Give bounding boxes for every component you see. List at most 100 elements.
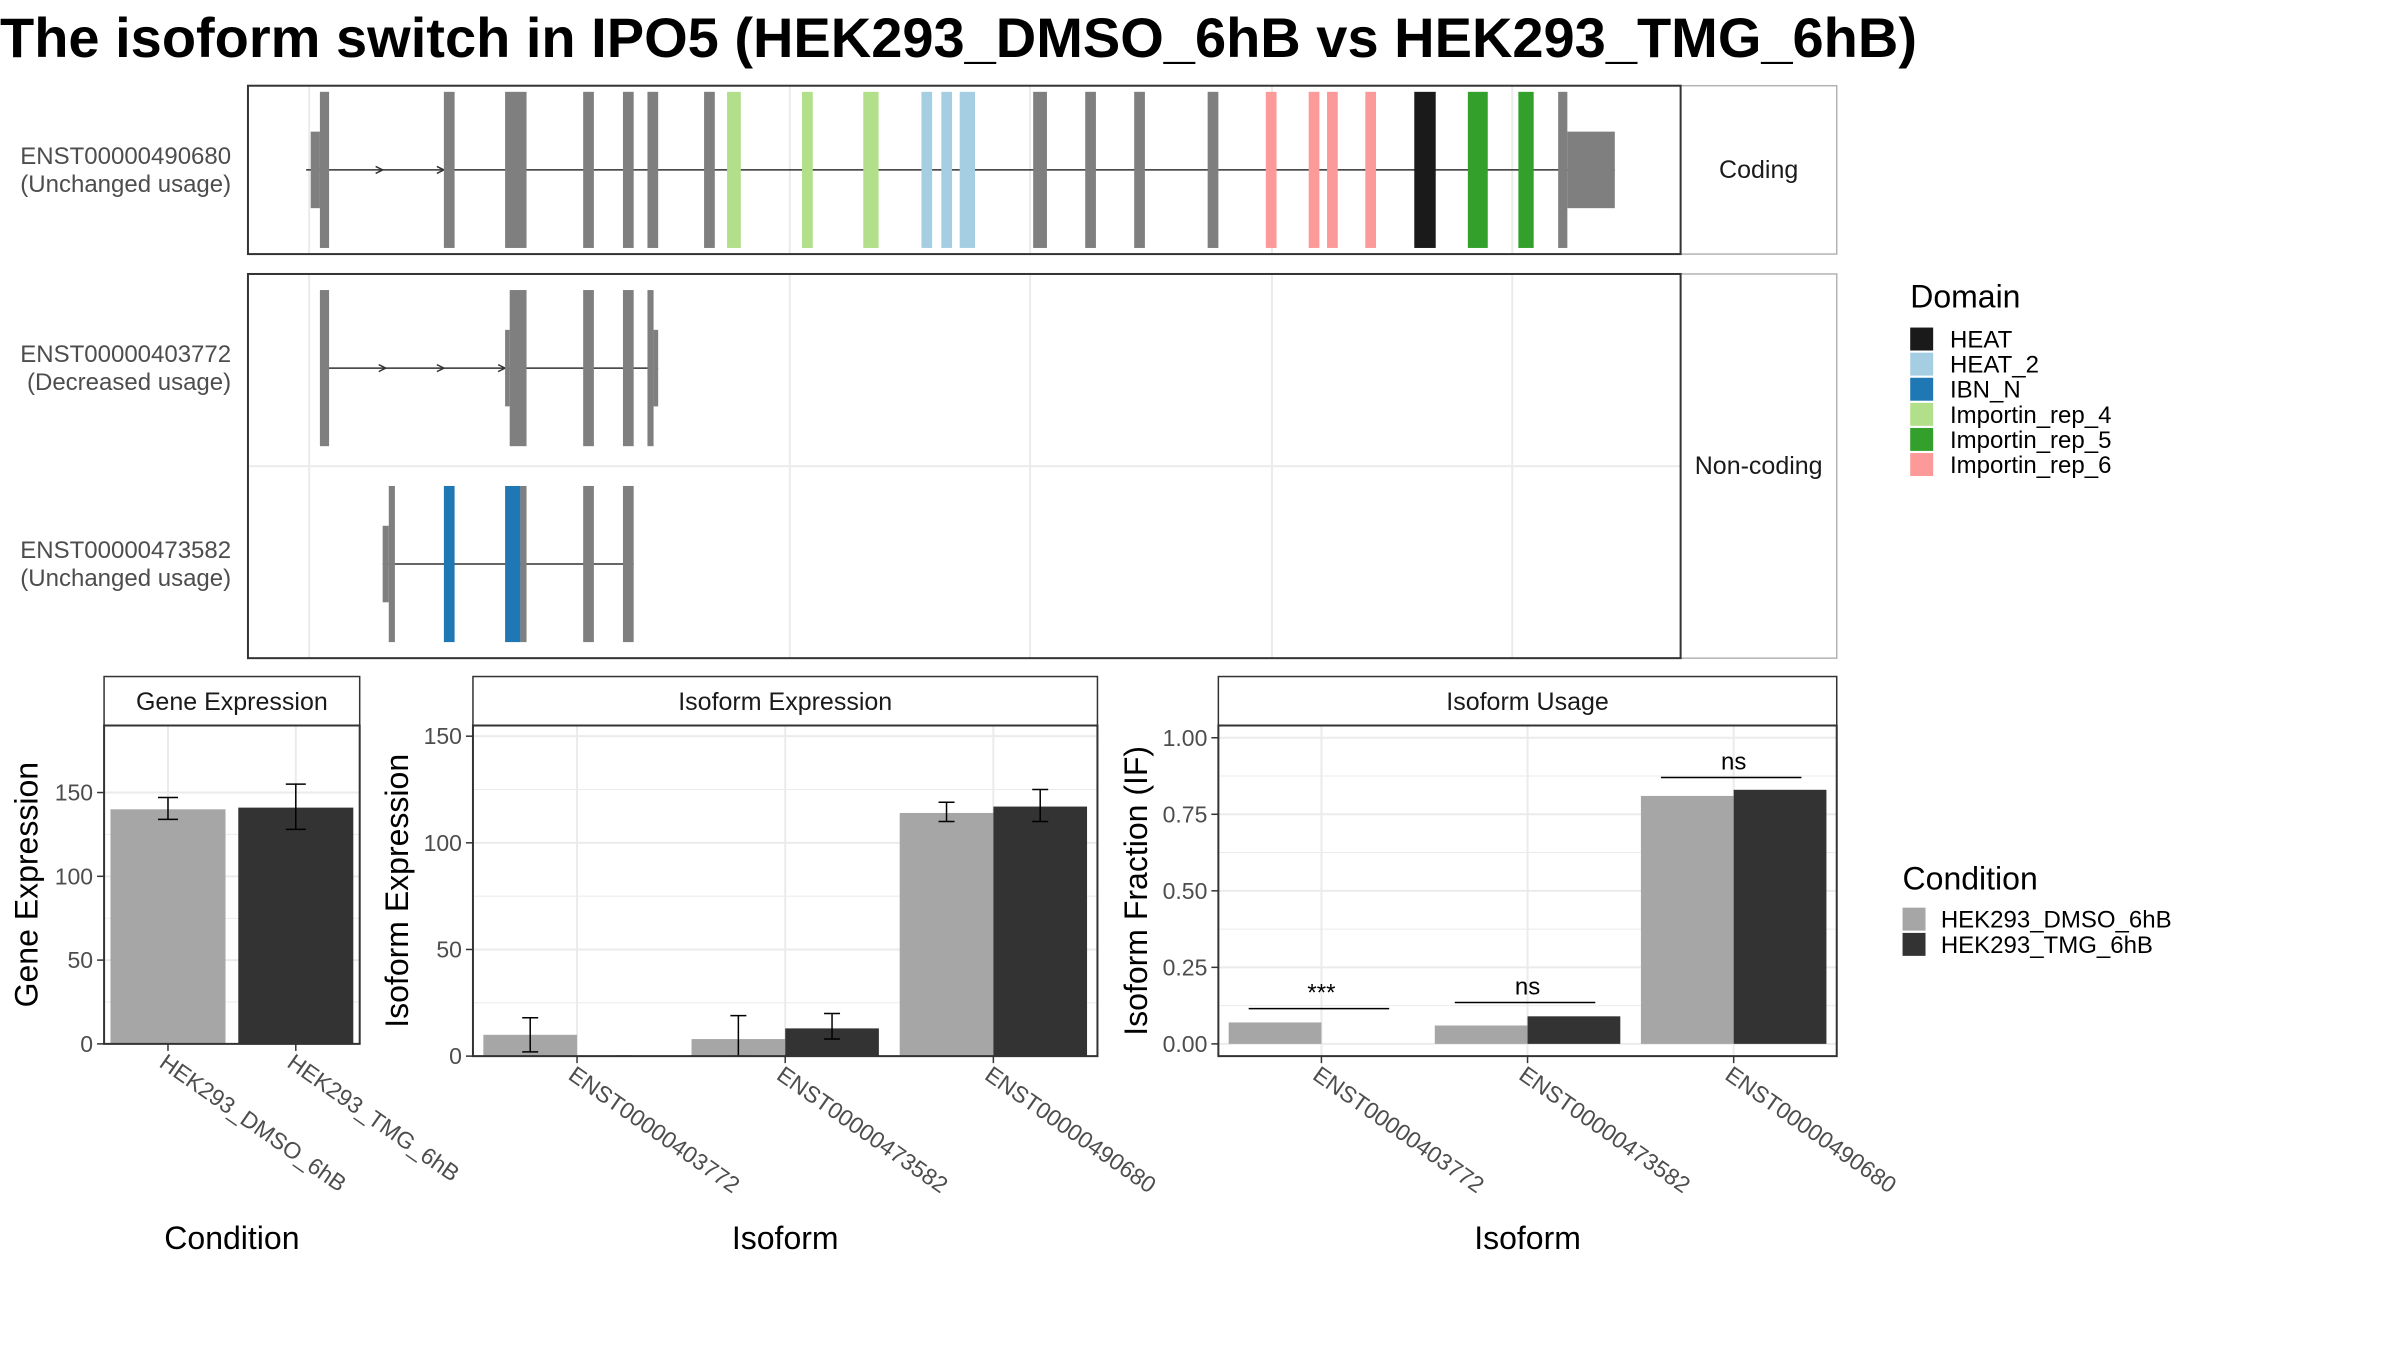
- chart-strip: [103, 675, 361, 727]
- domain-legend-label: HEAT: [1950, 326, 2013, 353]
- exon-domain-ibn-n: [505, 485, 521, 643]
- domain-legend: DomainHEATHEAT_2IBN_NImportin_rep_4Impor…: [1910, 279, 2111, 479]
- y-axis-title: Gene Expression: [8, 762, 44, 1007]
- bar-hek293-tmg-6hb: [238, 807, 354, 1044]
- transcript-id-label: ENST00000473582: [20, 537, 231, 564]
- strand-arrow: [497, 363, 507, 373]
- y-axis-title: Isoform Expression: [379, 754, 415, 1028]
- exon-utr: [1567, 131, 1615, 209]
- exon-domain-ibn-n: [443, 485, 455, 643]
- condition-legend-swatch-hek293-dmso-6hb: [1902, 907, 1926, 931]
- chart-strip: [472, 675, 1099, 727]
- y-tick-label: 1.00: [1163, 725, 1208, 751]
- y-tick-label: 50: [436, 936, 462, 962]
- significance-label: ns: [1515, 974, 1540, 1001]
- transcript-usage-label: (Decreased usage): [27, 369, 231, 396]
- facet-non-coding: Non-coding: [246, 272, 1838, 660]
- exon-domain-importin-rep-4: [727, 91, 741, 248]
- exon-utr: [382, 525, 389, 603]
- y-tick-label: 150: [55, 780, 93, 806]
- exon-utr: [505, 329, 510, 407]
- exon: [647, 290, 654, 447]
- domain-legend-label: Importin_rep_6: [1950, 452, 2111, 479]
- bar-hek293-dmso-6hb-enst00000490680: [1640, 795, 1734, 1044]
- domain-legend-swatch-importin-rep-4: [1910, 402, 1934, 426]
- domain-legend-label: HEAT_2: [1950, 352, 2039, 379]
- significance-label: ***: [1307, 980, 1335, 1007]
- exon: [505, 91, 527, 248]
- y-tick-label: 100: [424, 830, 462, 856]
- condition-legend-swatch-hek293-tmg-6hb: [1902, 932, 1926, 956]
- transcript-enst00000473582: [382, 485, 634, 643]
- exon-domain-importin-rep-6: [1265, 91, 1277, 248]
- y-tick-label: 0.25: [1163, 954, 1208, 980]
- isoform-expression-chart: Isoform Expression050100150ENST000004037…: [379, 675, 1161, 1256]
- facet-strip: [1679, 273, 1838, 659]
- facet-strip-label: Non-coding: [1695, 452, 1823, 480]
- exon: [583, 485, 594, 643]
- exon: [704, 91, 715, 248]
- exon-domain-heat-2: [959, 91, 975, 248]
- chart-strip: [1217, 675, 1838, 727]
- strand-arrow: [375, 165, 385, 175]
- y-tick-label: 0.50: [1163, 878, 1208, 904]
- exon: [622, 485, 634, 643]
- plot-border: [103, 724, 361, 1045]
- y-tick-label: 50: [67, 947, 93, 973]
- exon: [1558, 91, 1568, 248]
- domain-legend-label: Importin_rep_5: [1950, 427, 2111, 454]
- y-tick-label: 0.75: [1163, 801, 1208, 827]
- domain-legend-label: IBN_N: [1950, 377, 2021, 404]
- exon: [1134, 91, 1145, 248]
- exon-domain-importin-rep-5: [1518, 91, 1534, 248]
- exon: [1085, 91, 1096, 248]
- exon-domain-heat-2: [921, 91, 933, 248]
- chart-strip-title: Isoform Expression: [678, 688, 892, 716]
- bar-hek293-dmso-6hb-enst00000403772: [1228, 1022, 1322, 1044]
- figure-title: The isoform switch in IPO5 (HEK293_DMSO_…: [0, 6, 1917, 69]
- bar-hek293-tmg-6hb-enst00000490680: [1733, 789, 1827, 1044]
- exon: [583, 91, 594, 248]
- y-tick-label: 100: [55, 863, 93, 889]
- exon: [1207, 91, 1219, 248]
- exon-domain-importin-rep-6: [1327, 91, 1338, 248]
- significance-label: ns: [1721, 749, 1746, 776]
- exon: [583, 290, 594, 447]
- exon-domain-heat: [1414, 91, 1436, 248]
- facet-coding: Coding: [246, 84, 1838, 256]
- bar-hek293-dmso-6hb: [110, 809, 226, 1044]
- domain-legend-swatch-ibn-n: [1910, 377, 1934, 401]
- facet-strip-label: Coding: [1719, 156, 1798, 184]
- exon: [1033, 91, 1047, 248]
- domain-legend-title: Domain: [1910, 279, 2020, 315]
- domain-legend-label: Importin_rep_4: [1950, 402, 2111, 429]
- domain-legend-swatch-heat: [1910, 327, 1934, 351]
- exon: [622, 290, 634, 447]
- facet-border: [246, 84, 1682, 256]
- domain-legend-swatch-importin-rep-6: [1910, 453, 1934, 477]
- facet-border: [246, 272, 1682, 660]
- transcript-usage-label: (Unchanged usage): [20, 171, 231, 198]
- exon: [647, 91, 659, 248]
- exon-utr: [653, 329, 659, 407]
- y-axis-title: Isoform Fraction (IF): [1118, 746, 1154, 1036]
- exon-domain-importin-rep-4: [863, 91, 879, 248]
- exon-domain-importin-rep-5: [1467, 91, 1488, 248]
- exon: [622, 91, 634, 248]
- y-tick-label: 0: [449, 1043, 462, 1069]
- exon: [388, 485, 395, 643]
- condition-legend-label: HEK293_DMSO_6hB: [1941, 907, 2172, 934]
- exon-domain-importin-rep-6: [1308, 91, 1320, 248]
- y-tick-label: 0: [80, 1031, 93, 1057]
- bar-hek293-dmso-6hb-enst00000490680: [899, 812, 994, 1057]
- exon-domain-importin-rep-6: [1365, 91, 1377, 248]
- x-axis-title: Condition: [164, 1220, 299, 1256]
- transcript-enst00000403772: [319, 290, 659, 447]
- condition-legend-label: HEK293_TMG_6hB: [1941, 932, 2153, 959]
- transcript-id-label: ENST00000490680: [20, 143, 231, 170]
- transcript-usage-label: (Unchanged usage): [20, 565, 231, 592]
- facet-strip: [1679, 84, 1838, 255]
- exon-utr: [310, 131, 320, 209]
